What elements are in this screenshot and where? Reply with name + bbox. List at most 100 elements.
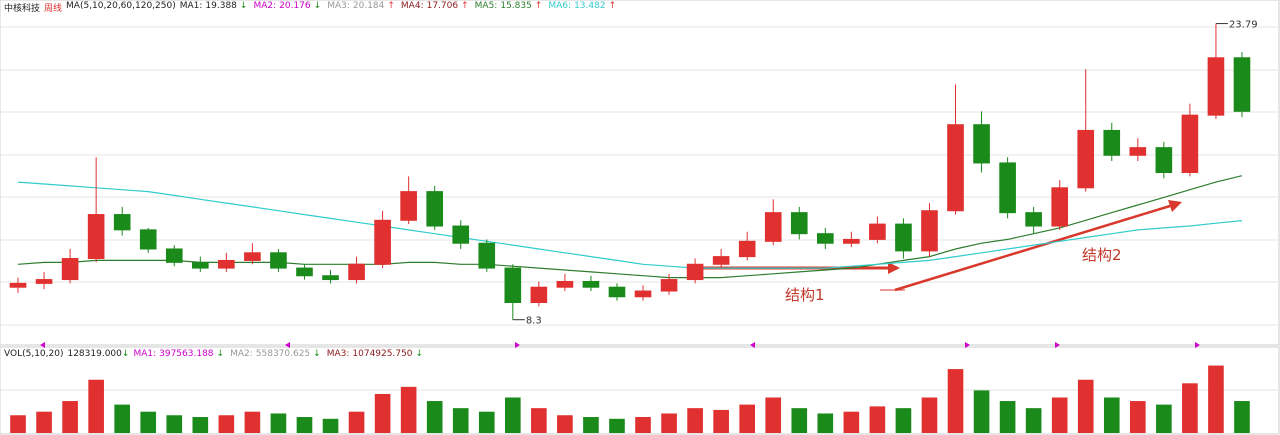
candle-body [582,280,600,288]
candle [582,275,600,292]
ma-name: MA2: [230,349,253,359]
volume-bar [374,393,391,433]
candle-body [608,286,626,298]
candle [869,216,886,244]
candle [1077,69,1095,192]
volume-bar [140,411,157,433]
candle [400,176,417,225]
candle [817,227,834,249]
candle-body [139,229,157,250]
volume-bar [62,401,78,433]
candle-body [426,191,443,227]
ma-trend: ↓ [313,1,322,11]
ma-item: MA3: 20.184 ↑ [327,1,395,14]
volume-bar [973,390,990,433]
price-header: 中核科技 周线 MA(5,10,20,60,120,250) MA1: 19.38… [4,1,616,14]
candle-body [790,212,808,235]
volume-bar [1156,404,1172,433]
candle-body [348,263,365,281]
candle [87,157,105,263]
volume-bar [1103,397,1120,433]
volume-bar [739,404,755,433]
ma-value: 397563.188 [159,349,214,359]
candle [61,248,79,284]
volume-bar [687,408,703,433]
ma-trend: ↑ [608,1,617,11]
candle-body [400,191,417,221]
candle [113,206,131,236]
ma-trend: ↓ [239,1,248,11]
candle-body [1025,212,1042,227]
volume-bar [192,417,209,433]
ma-item: MA4: 17.706 ↑ [401,1,469,14]
candle-body [9,282,27,288]
indicator: MA(5,10,20,60,120,250) [66,1,176,11]
volume-bar [999,401,1016,433]
volume-bar [895,408,912,433]
ma-item: MA3: 1074925.750 ↓ [327,349,423,359]
ma-value: 19.388 [205,1,237,11]
candle-body [660,279,678,292]
volume-bar [218,415,235,433]
max-label: 23.79 [1229,20,1258,31]
candle-body [1207,57,1225,116]
candle [790,206,808,240]
candle-body [817,233,834,244]
candle [1025,206,1042,234]
ma-item: MA2: 558370.625 ↓ [230,349,321,359]
candle [738,231,756,261]
volume-bar [166,415,183,433]
candle-body [244,252,261,261]
candle [244,243,261,265]
candle-body [634,290,652,298]
stock-name: 中核科技 [4,4,41,14]
candle [35,271,53,290]
volume-bar [452,408,469,433]
volume-bar [921,397,938,433]
volume-bar [583,417,599,433]
ma-value: 20.176 [279,1,311,11]
candle-body [973,124,990,164]
volume-bar [348,411,365,433]
ma-name: MA6: [548,1,572,11]
volume-bar [296,417,313,433]
volume-bar [244,411,261,433]
volume-bar [661,413,677,433]
candle [843,231,860,248]
candle [1207,23,1225,119]
candle [973,111,990,173]
ma-name: MA1: [133,349,157,359]
ma-name: MA3: [326,349,350,359]
ma-trend: ↓ [313,349,321,359]
candle [9,277,27,293]
volume-bar [531,408,547,433]
candle [478,239,496,272]
candle [1181,103,1199,177]
ma-name: MA4: [400,1,424,11]
value: 128319.000 [67,349,122,359]
candle-body [1129,147,1147,156]
volume-bar [322,418,339,433]
candle [374,210,391,269]
trend: ↓ [121,349,130,359]
candle [192,256,209,272]
candle-body [764,212,782,242]
volume-bar [270,413,287,433]
annotation: 结构1 [785,286,825,304]
volume-bar [505,397,521,433]
candle-body [1155,147,1173,174]
candle-body [895,223,912,252]
candle [296,264,313,280]
volume-bar [1130,401,1146,433]
ma-legend: MA1: 19.388 ↓ MA2: 20.176 ↓ MA3: 20.184 ↑ MA4: 17.… [180,1,616,14]
volume-bar [869,406,886,433]
candle-body [270,252,287,269]
candle [452,220,470,249]
candle-body [165,248,183,263]
candle [504,264,522,320]
candle-body [686,263,704,281]
candle [322,270,339,284]
candle-body [504,267,522,303]
ma-item: MA1: 19.388 ↓ [180,1,248,14]
